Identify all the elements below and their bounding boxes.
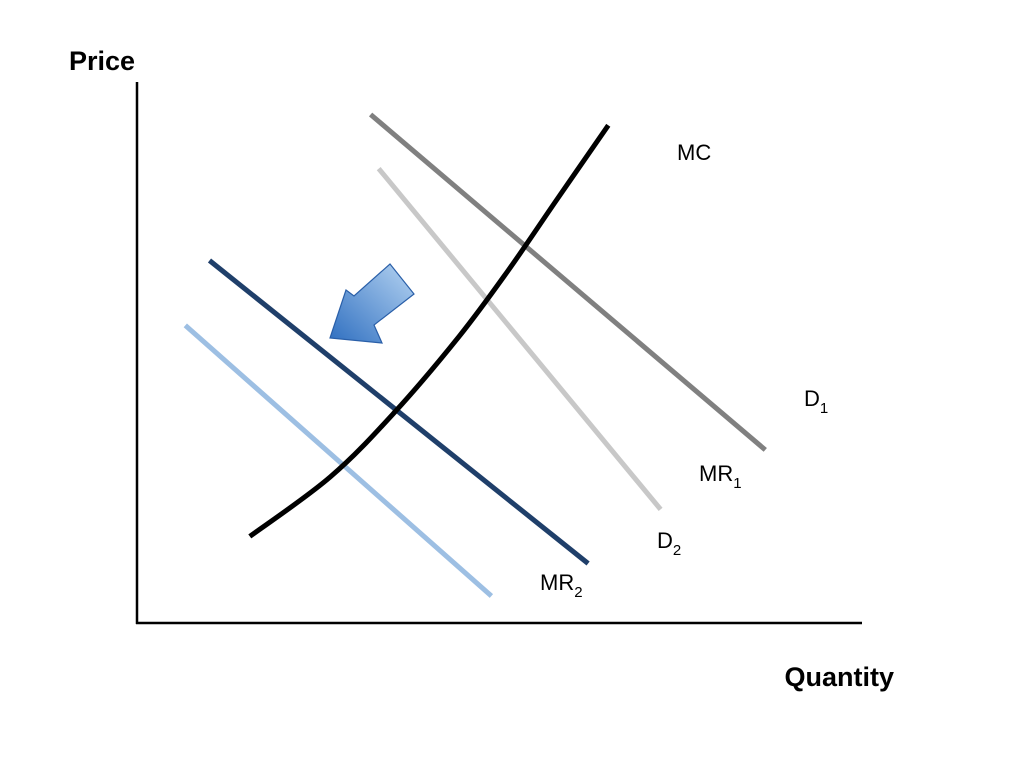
series-label-mr1-main: MR [699, 461, 733, 486]
arrow-down-left-icon [329, 263, 415, 344]
y-axis-title: Price [69, 46, 135, 76]
series-line-d1 [368, 112, 767, 452]
series-label-d1: D1 [804, 386, 828, 417]
series-label-mc-main: MC [677, 140, 711, 165]
series-label-mr2: MR2 [540, 570, 583, 601]
series-layer [183, 112, 767, 598]
series-label-mr1-sub: 1 [733, 475, 741, 492]
x-axis-title: Quantity [784, 662, 894, 692]
series-line-mr2 [183, 323, 494, 598]
series-line-mr1 [376, 167, 663, 511]
series-label-d2-main: D [657, 528, 673, 553]
series-label-d1-main: D [804, 386, 820, 411]
series-label-mr2-main: MR [540, 570, 574, 595]
series-label-mr1: MR1 [699, 461, 742, 492]
series-line-mc [248, 123, 611, 539]
series-label-d1-sub: 1 [820, 400, 828, 417]
series-label-mc: MC [677, 140, 711, 165]
series-label-d2-sub: 2 [673, 542, 681, 559]
series-label-mr2-sub: 2 [574, 584, 582, 601]
series-line-d2 [207, 258, 590, 566]
series-label-d2: D2 [657, 528, 681, 559]
